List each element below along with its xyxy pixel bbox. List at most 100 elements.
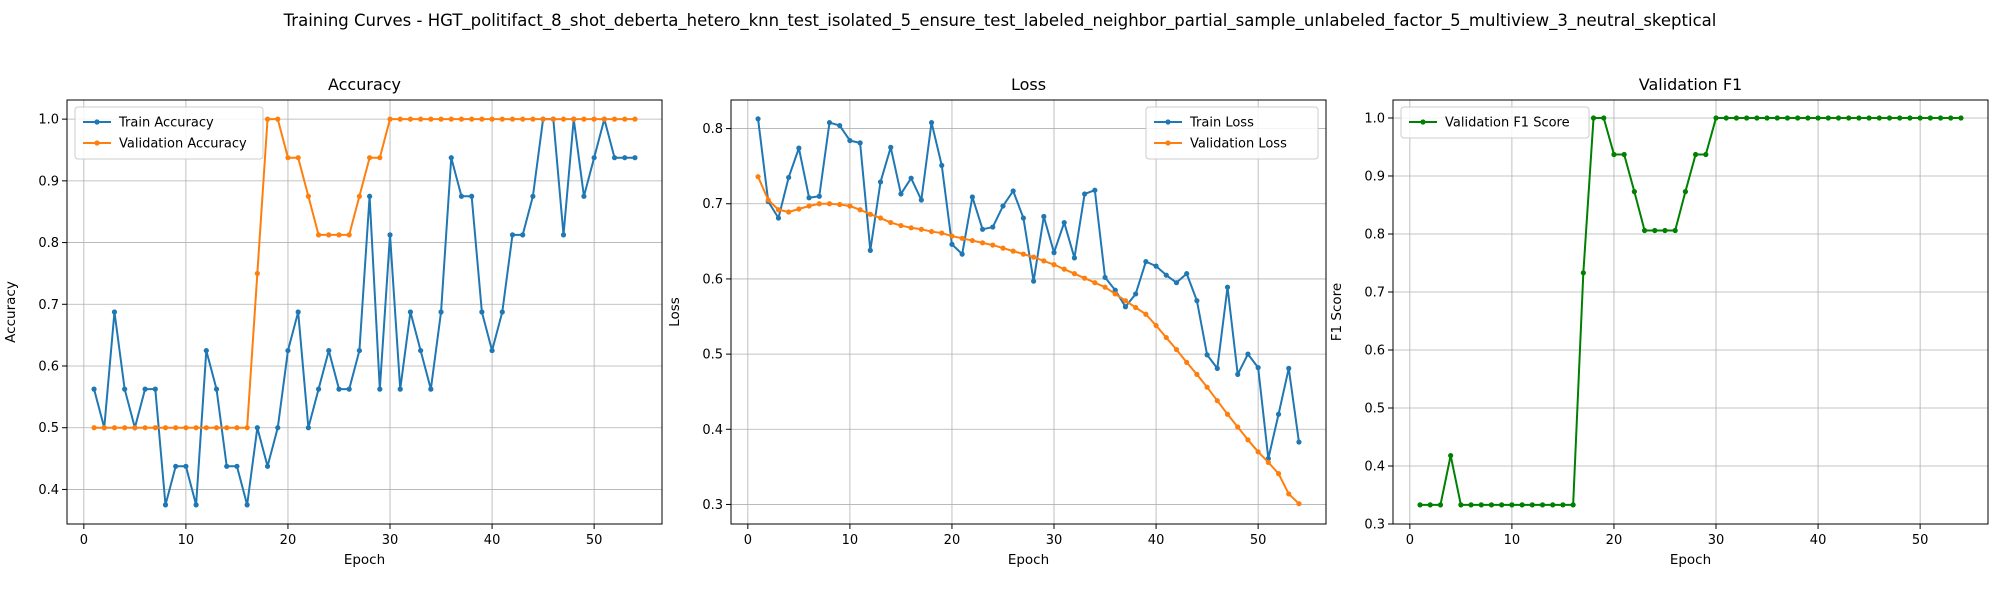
- train-loss-point: [1010, 188, 1016, 194]
- train-accuracy-point: [499, 309, 505, 315]
- validation-loss-line: [757, 176, 1300, 505]
- validation-f1-score-point: [1825, 115, 1831, 121]
- validation-loss-point: [847, 203, 853, 209]
- x-tick-label: 20: [280, 533, 297, 548]
- y-tick-label: 0.3: [702, 498, 723, 513]
- y-axis-label: Accuracy: [3, 281, 19, 343]
- train-loss-point: [786, 174, 792, 181]
- train-accuracy-point: [591, 155, 597, 161]
- validation-accuracy-point: [469, 116, 475, 122]
- validation-loss-point: [1010, 248, 1016, 254]
- train-accuracy-point: [581, 193, 587, 199]
- validation-loss-point: [1173, 346, 1180, 353]
- validation-accuracy-point: [336, 232, 342, 238]
- train-loss-point: [1204, 352, 1210, 358]
- validation-f1-score-point: [1621, 151, 1627, 158]
- train-accuracy-point: [224, 463, 230, 469]
- train-loss-point: [775, 215, 782, 221]
- train-loss-point: [837, 122, 843, 129]
- validation-accuracy-point: [591, 116, 597, 122]
- train-loss-point: [806, 195, 812, 201]
- validation-accuracy-point: [244, 425, 250, 431]
- validation-accuracy-point: [275, 116, 281, 122]
- train-loss-point: [816, 193, 822, 199]
- validation-accuracy-legend-label: Validation Accuracy: [119, 137, 247, 152]
- validation-f1-score-point: [1437, 502, 1444, 508]
- train-loss-point: [979, 226, 986, 232]
- validation-accuracy-point: [387, 116, 393, 122]
- x-tick-label: 50: [586, 533, 603, 548]
- train-accuracy-point: [428, 386, 434, 392]
- y-tick-label: 1.0: [38, 113, 59, 128]
- validation-loss-legend-label: Validation Loss: [1190, 137, 1287, 152]
- train-accuracy-point: [397, 386, 403, 392]
- train-accuracy-point: [285, 347, 291, 354]
- validation-f1-score-point: [1805, 115, 1811, 121]
- validation-accuracy-point: [315, 232, 322, 238]
- train-accuracy-point: [305, 425, 311, 431]
- train-accuracy-point: [356, 347, 362, 354]
- x-axis-label: Epoch: [344, 552, 385, 568]
- x-tick-label: 30: [1046, 533, 1063, 548]
- validation-accuracy-point: [499, 116, 505, 122]
- train-loss-point: [1173, 280, 1180, 286]
- train-loss-legend-label: Train Loss: [1189, 116, 1254, 131]
- validation-loss-point: [1133, 304, 1139, 311]
- validation-loss-point: [898, 222, 904, 229]
- validation-accuracy-legend-marker: [94, 140, 100, 146]
- validation-accuracy-point: [122, 425, 128, 431]
- train-accuracy-point: [632, 155, 638, 161]
- validation-f1-score-point: [1774, 115, 1780, 121]
- x-tick-label: 0: [80, 533, 88, 548]
- validation-accuracy-point: [142, 425, 148, 431]
- validation-loss-point: [979, 240, 986, 246]
- x-tick-label: 30: [382, 533, 399, 548]
- train-loss-point: [928, 119, 935, 126]
- validation-f1-score-point: [1662, 227, 1668, 234]
- validation-accuracy-point: [111, 425, 118, 431]
- y-tick-label: 0.9: [1364, 169, 1385, 184]
- validation-f1-score-point: [1866, 115, 1872, 121]
- y-tick-label: 1.0: [1364, 111, 1385, 126]
- validation-accuracy-point: [560, 116, 567, 122]
- train-loss-point: [1214, 365, 1220, 371]
- validation-f1-score-point: [1876, 115, 1882, 121]
- train-accuracy-point: [611, 155, 618, 161]
- train-accuracy-point: [183, 463, 189, 469]
- validation-f1-score-point: [1723, 115, 1729, 121]
- legend-box: [1145, 106, 1319, 160]
- validation-accuracy-point: [234, 425, 240, 431]
- validation-f1-score-point: [1744, 115, 1750, 121]
- axes-frame: [1392, 99, 1989, 525]
- validation-loss-point: [969, 237, 975, 244]
- validation-accuracy-point: [377, 155, 383, 161]
- validation-accuracy-point: [489, 116, 495, 122]
- train-loss-point: [796, 145, 802, 151]
- validation-f1-score-point: [1458, 502, 1464, 508]
- validation-loss-point: [939, 230, 945, 236]
- validation-loss-point: [1122, 298, 1129, 304]
- train-loss-line: [757, 118, 1300, 460]
- validation-loss-point: [1214, 398, 1220, 404]
- validation-f1-score-point: [1468, 502, 1474, 508]
- validation-loss-point: [786, 209, 792, 215]
- validation-accuracy-point: [132, 425, 138, 431]
- train-loss-point: [1112, 287, 1118, 293]
- x-tick-label: 30: [1708, 533, 1725, 548]
- chart-legend: Train Loss Validation Loss: [1145, 106, 1319, 160]
- validation-accuracy-point: [193, 425, 199, 431]
- train-loss-point: [1061, 219, 1067, 226]
- validation-f1-score-point: [1886, 115, 1893, 121]
- train-loss-point: [1235, 371, 1241, 377]
- train-loss-point: [877, 179, 884, 185]
- train-accuracy-point: [315, 386, 322, 392]
- chart-title: Accuracy: [328, 75, 401, 94]
- validation-loss-point: [1184, 359, 1190, 365]
- train-loss-point: [939, 162, 945, 169]
- figure-suptitle: Training Curves - HGT_politifact_8_shot_…: [283, 11, 1717, 31]
- validation-f1-score-point: [1907, 115, 1913, 121]
- validation-loss-point: [1296, 501, 1302, 507]
- train-loss-point: [1245, 351, 1251, 357]
- validation-loss-point: [1163, 334, 1169, 341]
- train-loss-point: [1286, 365, 1292, 371]
